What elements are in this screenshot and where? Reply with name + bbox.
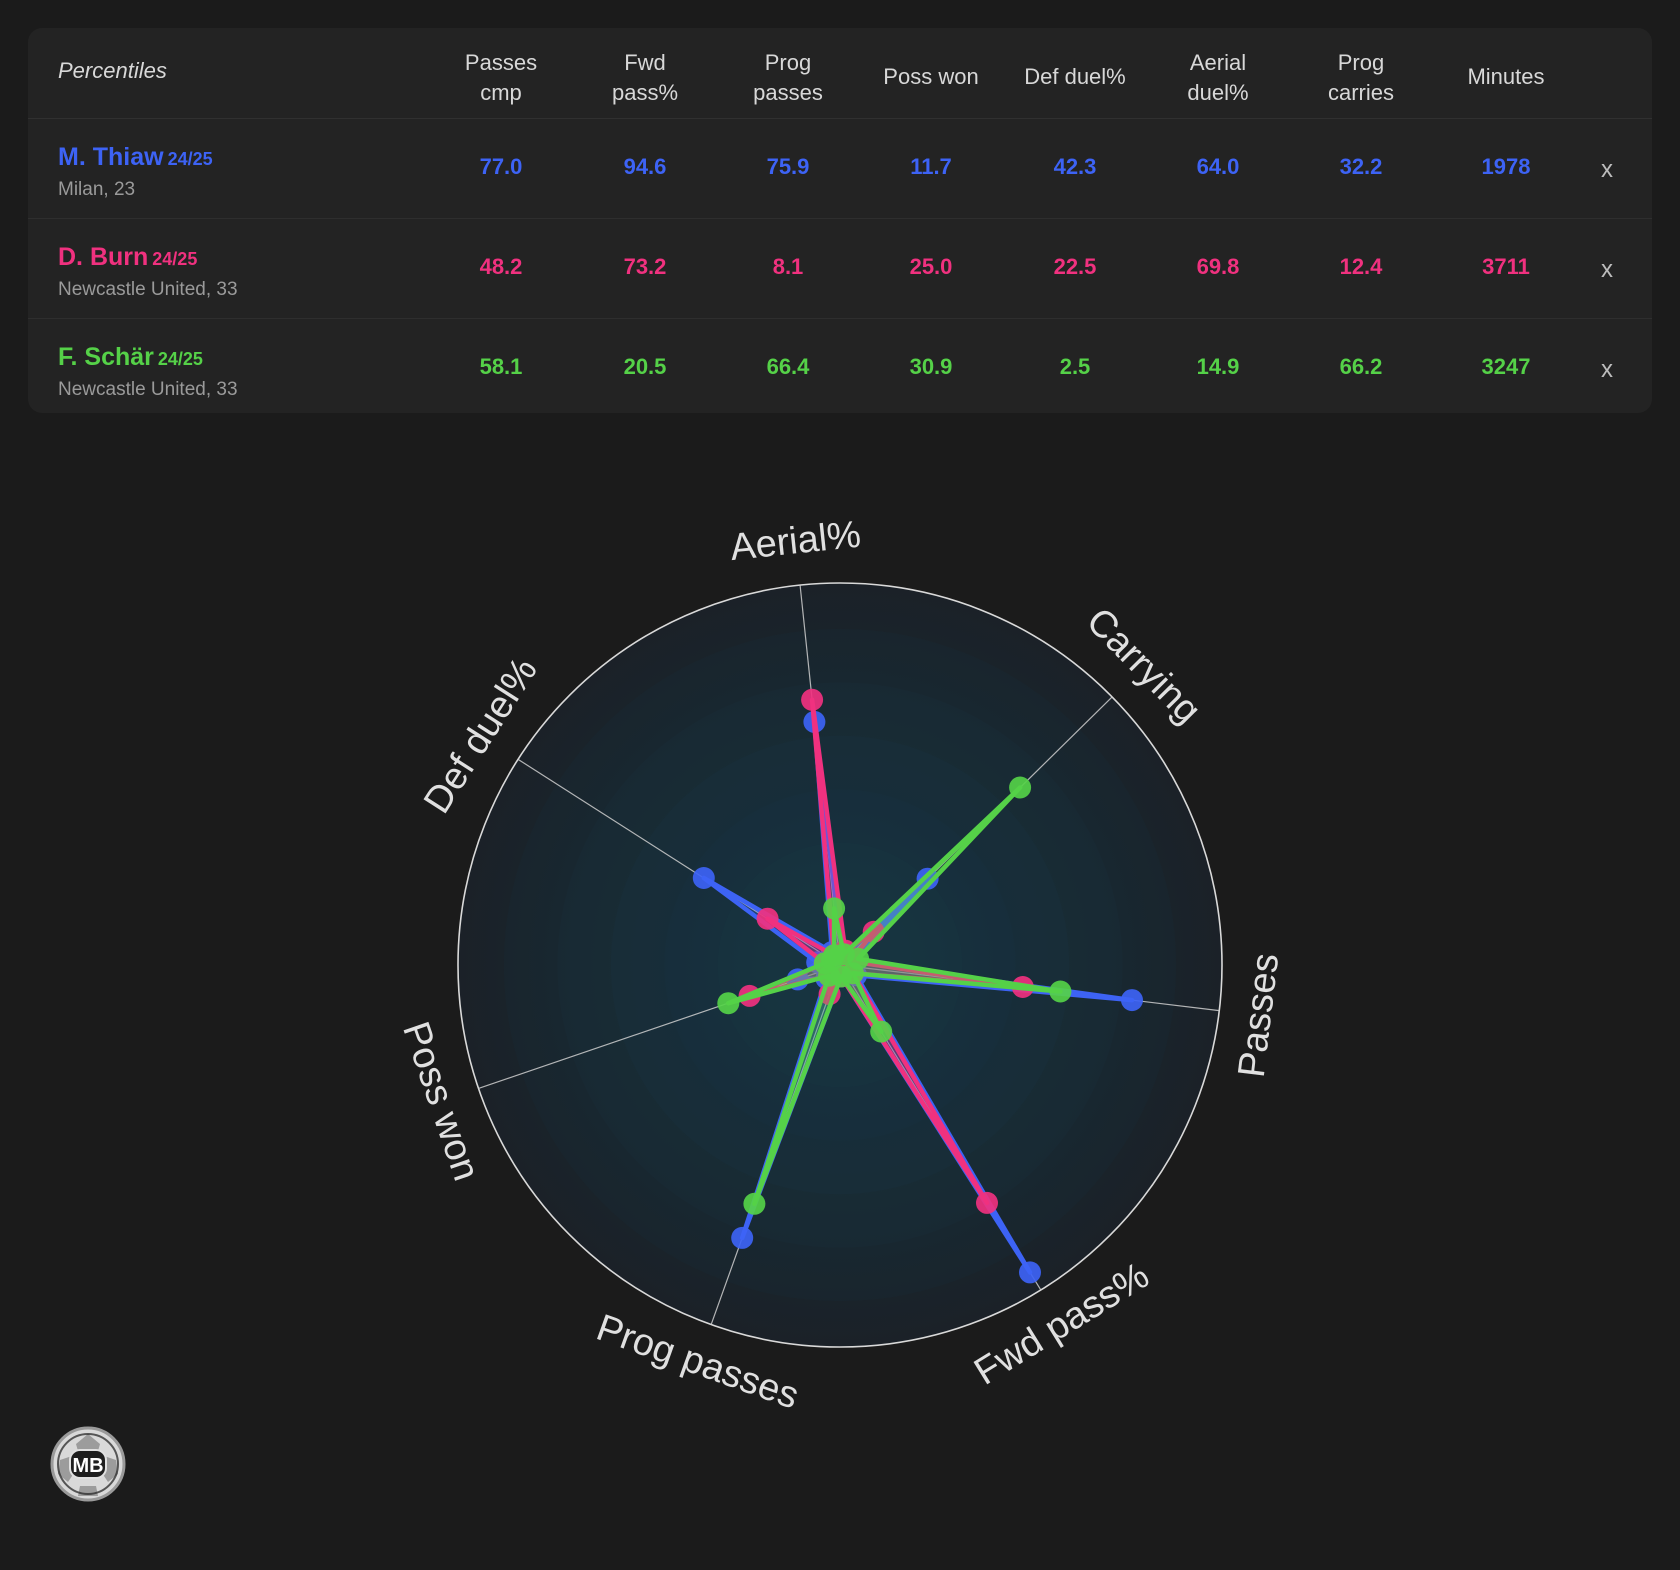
player-season: 24/25 xyxy=(167,149,213,169)
column-header-fwd_pass: Fwd pass% xyxy=(575,48,715,108)
radar-point xyxy=(692,867,715,889)
radar-point xyxy=(756,907,779,930)
radar-point xyxy=(916,867,939,890)
mb-logo: MB xyxy=(50,1426,126,1502)
cell-def_duel: 22.5 xyxy=(1053,254,1097,279)
cell-prog_passes: 8.1 xyxy=(772,254,804,279)
radar-point xyxy=(976,1191,998,1214)
table-row: D. Burn 24/25 Newcastle United, 33 48.2 73.2… xyxy=(28,218,1652,319)
cell-prog_passes: 66.4 xyxy=(766,354,810,379)
cell-poss_won: 11.7 xyxy=(910,154,952,179)
cell-def_duel: 2.5 xyxy=(1059,354,1091,379)
cell-passes_cmp: 77.0 xyxy=(479,154,523,179)
radar-point xyxy=(743,1192,766,1215)
column-header-line1: Aerial xyxy=(1189,50,1247,75)
cell-def_duel: 42.3 xyxy=(1053,154,1097,179)
table-header: Percentiles Passes cmp Fwd pass% Prog passes P… xyxy=(28,28,1652,119)
radar-point xyxy=(1009,776,1032,799)
column-header-line2: pass% xyxy=(611,80,679,105)
player-name[interactable]: F. Schär 24/25 xyxy=(58,343,203,372)
cell-fwd_pass: 20.5 xyxy=(623,354,667,379)
column-header-prog_carries: Prog carries xyxy=(1291,48,1431,108)
column-header-line1: Def duel% xyxy=(1024,64,1126,89)
axis-label: Aerial% xyxy=(728,514,863,569)
column-header-line1: Poss won xyxy=(883,64,979,89)
radar-point xyxy=(731,1226,754,1249)
radar-outline xyxy=(457,582,1223,1348)
column-header-line1: Prog xyxy=(764,50,812,75)
column-header-aerial_duel: Aerial duel% xyxy=(1148,48,1288,108)
radar-point xyxy=(801,688,824,711)
cell-minutes: 3247 xyxy=(1481,354,1531,379)
radar-point xyxy=(717,992,740,1015)
column-header-line2: cmp xyxy=(480,80,522,105)
column-header-passes_cmp: Passes cmp xyxy=(431,48,571,108)
radar-point xyxy=(1049,980,1072,1003)
player-club: Milan, 23 xyxy=(58,179,136,200)
player-name-text: D. Burn xyxy=(58,243,149,271)
radar-spoke xyxy=(478,964,841,1090)
column-header-prog_passes: Prog passes xyxy=(718,48,858,108)
radar-series xyxy=(717,776,1072,1215)
cell-fwd_pass: 94.6 xyxy=(623,154,667,179)
cell-minutes: 1978 xyxy=(1481,154,1531,179)
player-club: Newcastle United, 33 xyxy=(58,379,238,400)
radar-point xyxy=(870,1020,893,1043)
column-header-poss_won: Poss won xyxy=(861,62,1001,92)
radar-point xyxy=(1019,1261,1041,1284)
axis-label: Passes xyxy=(1231,951,1288,1080)
column-header-line1: Prog xyxy=(1337,50,1385,75)
radar-point xyxy=(823,944,845,967)
cell-passes_cmp: 48.2 xyxy=(479,254,523,279)
table-title: Percentiles xyxy=(58,58,167,83)
remove-player-button[interactable]: x xyxy=(1601,256,1613,283)
column-header-line1: Minutes xyxy=(1467,64,1545,89)
remove-player-button[interactable]: x xyxy=(1601,356,1613,383)
player-name-text: F. Schär xyxy=(58,343,154,371)
column-header-line2: duel% xyxy=(1187,80,1249,105)
column-header-line2: passes xyxy=(753,80,823,105)
player-name[interactable]: D. Burn 24/25 xyxy=(58,243,197,272)
radar-point xyxy=(1121,989,1143,1012)
cell-aerial_duel: 64.0 xyxy=(1196,154,1240,179)
cell-aerial_duel: 14.9 xyxy=(1196,354,1240,379)
cell-prog_passes: 75.9 xyxy=(766,154,810,179)
column-header-minutes: Minutes xyxy=(1436,62,1576,92)
player-season: 24/25 xyxy=(152,249,198,269)
cell-prog_carries: 12.4 xyxy=(1339,254,1383,279)
percentiles-table: Percentiles Passes cmp Fwd pass% Prog passes P… xyxy=(28,28,1652,413)
column-header-def_duel: Def duel% xyxy=(1005,62,1145,92)
cell-poss_won: 25.0 xyxy=(909,254,953,279)
radar-point xyxy=(823,897,846,920)
table-row: M. Thiaw 24/25 Milan, 23 77.0 94.6 75.9 11.7 42… xyxy=(28,118,1652,219)
column-header-line2: carries xyxy=(1327,80,1394,105)
cell-poss_won: 30.9 xyxy=(909,354,953,379)
logo-text: MB xyxy=(72,1455,103,1477)
column-header-line1: Passes xyxy=(464,50,538,75)
cell-fwd_pass: 73.2 xyxy=(623,254,667,279)
cell-prog_carries: 32.2 xyxy=(1339,154,1383,179)
player-name[interactable]: M. Thiaw 24/25 xyxy=(58,143,213,172)
player-name-text: M. Thiaw xyxy=(58,143,164,171)
column-header-line1: Fwd xyxy=(624,50,666,75)
cell-minutes: 3711 xyxy=(1482,254,1530,279)
player-season: 24/25 xyxy=(157,349,203,369)
remove-player-button[interactable]: x xyxy=(1601,156,1613,183)
cell-aerial_duel: 69.8 xyxy=(1196,254,1240,279)
cell-prog_carries: 66.2 xyxy=(1339,354,1383,379)
player-club: Newcastle United, 33 xyxy=(58,279,238,300)
cell-passes_cmp: 58.1 xyxy=(479,354,523,379)
table-row: F. Schär 24/25 Newcastle United, 33 58.1 20.… xyxy=(28,318,1652,418)
